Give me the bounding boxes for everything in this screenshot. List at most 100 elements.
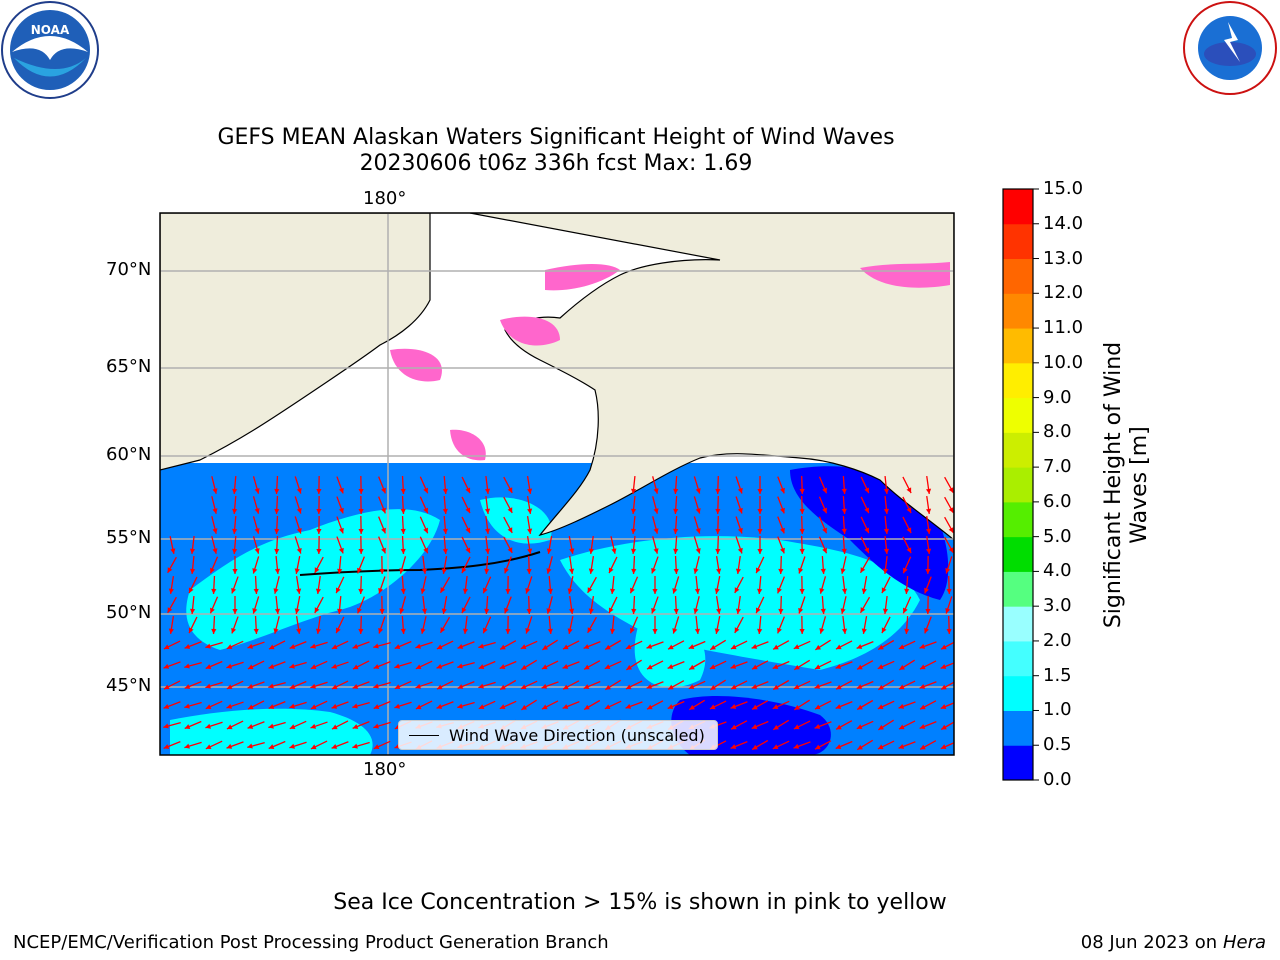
wind-wave-arrowhead <box>457 684 464 689</box>
wind-wave-arrowhead <box>268 644 275 650</box>
wind-wave-arrowhead <box>184 703 190 709</box>
wind-wave-arrowhead <box>668 644 674 650</box>
colorbar-box <box>1003 710 1033 746</box>
wind-wave-arrowhead <box>841 508 847 514</box>
wind-wave-arrowhead <box>710 684 716 690</box>
wind-wave-arrowhead <box>857 744 863 750</box>
wind-wave-arrowhead <box>247 743 253 749</box>
wind-wave-arrowhead <box>358 588 364 594</box>
wind-wave-arrowhead <box>441 608 447 614</box>
wind-wave-arrowhead <box>772 744 779 750</box>
wind-wave-arrowhead <box>906 527 912 534</box>
wind-wave-arrowhead <box>521 664 527 670</box>
colorbar-tick-label: 11.0 <box>1043 317 1084 339</box>
wind-wave-arrowhead <box>484 508 491 514</box>
wind-wave-arrowhead <box>814 664 821 670</box>
wind-wave-arrowhead <box>188 627 194 634</box>
wind-wave-arrowhead <box>689 704 695 710</box>
wind-wave-arrowhead <box>212 528 218 534</box>
wind-wave-arrowhead <box>526 608 532 614</box>
wind-wave-arrowhead <box>499 664 506 669</box>
wind-wave-arrowhead <box>757 628 763 634</box>
wind-wave-arrowhead <box>898 684 905 690</box>
wind-wave-arrowhead <box>609 588 616 594</box>
wind-wave-arrowhead <box>507 527 513 533</box>
wind-wave-arrowhead <box>210 567 215 574</box>
wind-wave-arrowhead <box>420 628 426 634</box>
wind-wave-arrowhead <box>653 548 659 554</box>
wind-wave-arrowhead <box>883 508 890 514</box>
wind-wave-arrowhead <box>630 627 635 634</box>
wind-wave-arrowhead <box>941 644 947 650</box>
chart-title: GEFS MEAN Alaskan Waters Significant Hei… <box>0 125 1112 177</box>
colorbar-box <box>1003 328 1033 364</box>
wind-wave-arrowhead <box>587 627 593 633</box>
wind-wave-arrowhead <box>948 527 954 533</box>
wind-wave-arrowhead <box>168 588 174 594</box>
wind-wave-arrowhead <box>358 628 364 634</box>
wind-wave-arrowhead <box>948 507 954 513</box>
wind-wave-arrowhead <box>715 508 721 514</box>
wind-wave-arrowhead <box>423 527 429 534</box>
wind-wave-arrowhead <box>478 643 484 649</box>
wind-wave-arrowhead <box>440 627 446 633</box>
wind-wave-arrowhead <box>310 723 317 729</box>
wind-wave-arrowhead <box>755 567 761 574</box>
wind-wave-arrowhead <box>898 703 905 709</box>
wind-wave-arrowhead <box>898 744 905 749</box>
wind-wave-arrowhead <box>415 664 422 670</box>
wind-wave-arrowhead <box>860 567 866 573</box>
wind-wave-arrowhead <box>436 644 443 650</box>
land-siberia <box>160 213 431 471</box>
wind-wave-arrowhead <box>883 528 890 534</box>
colorbar-tick-label: 2.0 <box>1043 629 1072 651</box>
wind-wave-arrowhead <box>274 488 280 494</box>
wind-wave-arrowhead <box>500 684 506 690</box>
wind-wave-arrowhead <box>709 704 716 710</box>
wind-wave-arrowhead <box>630 548 637 554</box>
wind-wave-arrowhead <box>948 487 954 493</box>
noaa-logo: NOAA <box>1 1 99 99</box>
wind-wave-arrowhead <box>751 644 758 649</box>
wind-wave-arrowhead <box>500 644 506 650</box>
wind-wave-arrowhead <box>482 627 488 634</box>
colorbar-box <box>1003 606 1033 642</box>
wind-wave-arrowhead <box>296 628 302 634</box>
wind-wave-arrowhead <box>315 628 322 634</box>
wind-wave-arrowhead <box>730 684 737 690</box>
wind-wave-arrowhead <box>226 724 233 730</box>
wind-wave-arrowhead <box>462 628 469 634</box>
wind-wave-arrowhead <box>212 488 218 494</box>
wind-wave-arrowhead <box>799 588 805 594</box>
wind-wave-arrowhead <box>420 588 426 594</box>
wind-wave-arrowhead <box>294 608 300 614</box>
wind-wave-arrowhead <box>507 487 513 493</box>
wind-wave-arrowhead <box>652 629 658 634</box>
graticule <box>160 213 954 755</box>
wind-wave-arrowhead <box>941 724 947 730</box>
wind-wave-arrowhead <box>841 488 847 494</box>
wind-wave-arrowhead <box>335 587 341 594</box>
wind-wave-arrowhead <box>188 587 194 594</box>
wind-wave-arrowhead <box>296 588 302 594</box>
wind-wave-arrowhead <box>400 548 406 554</box>
wind-wave-arrowhead <box>694 588 701 594</box>
wind-wave-arrowhead <box>546 568 552 574</box>
wind-wave-arrowhead <box>167 567 173 573</box>
colorbar-tick-label: 3.0 <box>1043 595 1072 617</box>
wind-wave-arrowhead <box>394 663 400 669</box>
wind-wave-arrowhead <box>924 627 929 634</box>
wind-wave-arrowhead <box>527 488 533 494</box>
wind-wave-arrowhead <box>940 704 947 709</box>
wind-wave-arrowhead <box>822 547 827 554</box>
lat-label-70: 70°N <box>106 259 152 280</box>
wind-wave-arrowhead <box>289 663 295 669</box>
wind-wave-arrowhead <box>252 608 258 614</box>
wind-wave-arrowhead <box>226 644 233 650</box>
sea-ice <box>450 429 486 461</box>
wind-wave-arrowhead <box>568 608 575 614</box>
wind-wave-arrowhead <box>254 488 260 494</box>
wind-wave-arrowhead <box>423 547 429 554</box>
wave-region-high <box>560 536 920 670</box>
wind-wave-arrowhead <box>631 608 637 614</box>
